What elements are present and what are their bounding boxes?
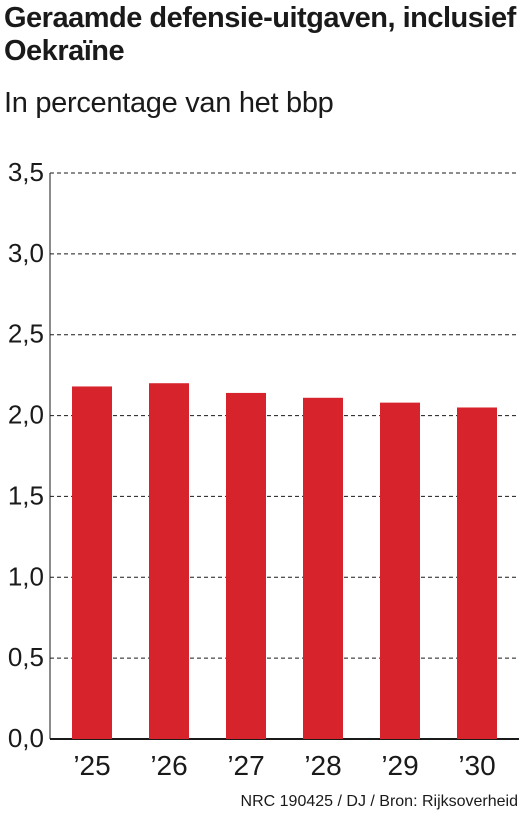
- y-tick-label: 1,0: [8, 561, 44, 591]
- x-tick-label: ’30: [458, 750, 495, 781]
- x-axis-tick-labels: ’25 ’26 ’27 ’28 ’29 ’30: [73, 750, 495, 781]
- x-tick-label: ’27: [227, 750, 264, 781]
- x-tick-label: ’26: [150, 750, 187, 781]
- y-tick-label: 0,5: [8, 642, 44, 672]
- x-tick-label: ’28: [304, 750, 341, 781]
- chart-title: Geraamde defensie-uitgaven, inclusief Oe…: [4, 2, 516, 67]
- bar-4: [380, 402, 420, 739]
- source-credit: NRC 190425 / DJ / Bron: Rijksoverheid: [240, 793, 518, 810]
- y-tick-label: 2,0: [8, 400, 44, 430]
- bar-1: [149, 383, 189, 739]
- y-tick-label: 0,0: [8, 723, 44, 753]
- y-tick-label: 3,0: [8, 238, 44, 268]
- y-tick-label: 3,5: [8, 157, 44, 187]
- grid-lines: [50, 172, 519, 740]
- y-tick-label: 2,5: [8, 319, 44, 349]
- bar-0: [72, 386, 112, 739]
- x-tick-label: ’29: [381, 750, 418, 781]
- y-axis-tick-labels: 0,0 0,5 1,0 1,5 2,0 2,5 3,0 3,5: [8, 157, 44, 753]
- x-tick-label: ’25: [73, 750, 110, 781]
- chart-subtitle: In percentage van het bbp: [4, 87, 334, 119]
- bars: [72, 383, 497, 739]
- bar-3: [303, 397, 343, 739]
- y-tick-label: 1,5: [8, 480, 44, 510]
- bar-2: [226, 392, 266, 739]
- bar-5: [457, 407, 497, 739]
